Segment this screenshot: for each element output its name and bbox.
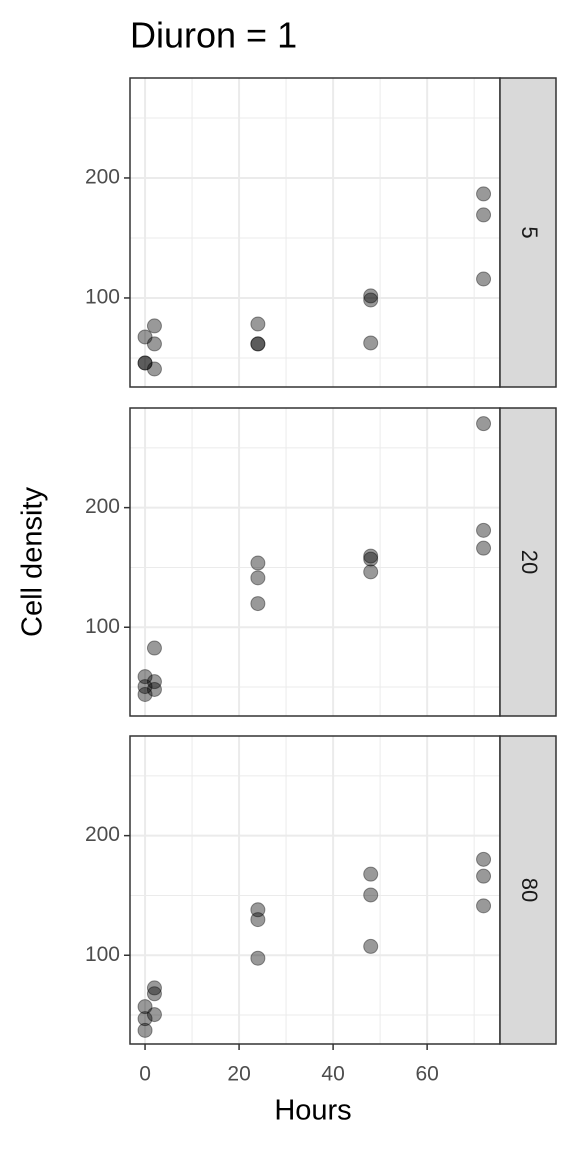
point	[476, 271, 492, 287]
point	[476, 898, 492, 914]
strip-label: 5	[517, 226, 542, 238]
point	[476, 186, 492, 202]
point	[476, 851, 492, 867]
y-tick-label: 200	[85, 166, 120, 189]
y-tick-label: 200	[85, 495, 120, 518]
point	[146, 674, 162, 690]
point	[476, 416, 492, 432]
point	[137, 1022, 153, 1038]
point	[137, 999, 153, 1015]
strip	[499, 407, 557, 717]
point	[476, 540, 492, 556]
x-tick-label: 60	[415, 1063, 438, 1086]
chart-title: Diuron = 1	[130, 15, 297, 56]
point	[476, 522, 492, 538]
point	[146, 640, 162, 656]
y-axis-label: Cell density	[17, 487, 49, 637]
point	[137, 669, 153, 685]
x-tick-label: 40	[321, 1063, 344, 1086]
strip-label: 20	[517, 550, 542, 574]
y-tick-label: 100	[85, 943, 120, 966]
y-tick-label: 200	[85, 823, 120, 846]
point	[137, 355, 153, 371]
point	[250, 336, 266, 352]
point	[363, 938, 379, 954]
x-tick-label: 20	[227, 1063, 250, 1086]
point	[476, 207, 492, 223]
strip-label: 80	[517, 878, 542, 902]
point	[363, 288, 379, 304]
point	[137, 686, 153, 702]
point	[146, 336, 162, 352]
point	[363, 564, 379, 580]
point	[250, 902, 266, 918]
point	[250, 316, 266, 332]
point	[146, 1007, 162, 1023]
point	[250, 336, 266, 352]
point	[137, 1011, 153, 1027]
point	[146, 318, 162, 334]
point	[363, 292, 379, 308]
point	[363, 866, 379, 882]
point	[146, 980, 162, 996]
point	[146, 361, 162, 377]
point	[363, 887, 379, 903]
strip	[499, 77, 557, 388]
panel-background	[130, 78, 500, 387]
point	[146, 681, 162, 697]
y-tick-label: 100	[85, 615, 120, 638]
point	[250, 596, 266, 612]
point	[476, 868, 492, 884]
x-tick-label: 0	[139, 1063, 151, 1086]
panel-background	[130, 736, 500, 1044]
point	[146, 986, 162, 1002]
strip	[499, 735, 557, 1045]
point	[137, 329, 153, 345]
point	[137, 355, 153, 371]
point	[137, 679, 153, 695]
point	[363, 548, 379, 564]
panel-background	[130, 408, 500, 716]
point	[363, 335, 379, 351]
point	[363, 551, 379, 567]
point	[250, 912, 266, 928]
point	[250, 555, 266, 571]
point	[250, 950, 266, 966]
x-axis-label: Hours	[274, 1095, 351, 1127]
point	[250, 570, 266, 586]
y-tick-label: 100	[85, 286, 120, 309]
